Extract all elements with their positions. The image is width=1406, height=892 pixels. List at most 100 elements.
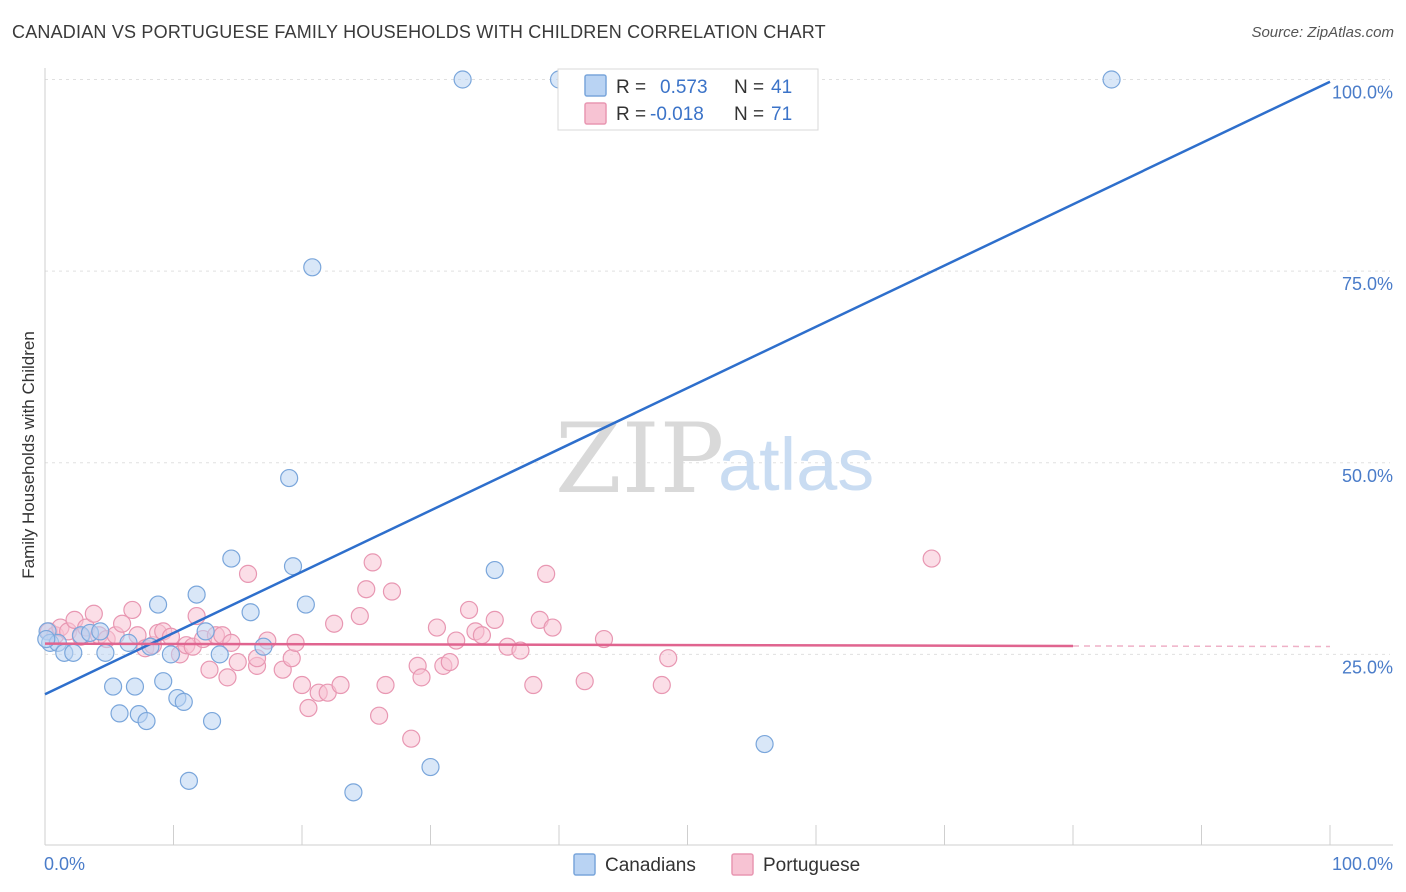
canadian-point <box>174 692 193 711</box>
series-legend: Canadians Portuguese <box>573 853 860 876</box>
canadian-point <box>421 757 440 777</box>
portuguese-point <box>459 600 479 620</box>
portuguese-point <box>382 582 402 601</box>
canadian-point <box>148 595 168 614</box>
canadian-point <box>755 734 774 754</box>
portuguese-point <box>218 668 237 687</box>
canadian-point <box>125 677 145 696</box>
y-tick-label: 100.0% <box>1332 83 1393 103</box>
canadian-point <box>196 622 215 641</box>
watermark-atlas: atlas <box>718 423 874 506</box>
portuguese-point <box>447 631 466 650</box>
portuguese-trend-extension <box>1072 645 1331 648</box>
watermark: ZIP atlas <box>555 403 874 515</box>
portuguese-point <box>543 618 562 637</box>
portuguese-point <box>112 614 132 633</box>
legend-r-label-canadians: R = <box>616 77 646 98</box>
portuguese-point <box>84 604 103 623</box>
portuguese-point <box>292 675 312 695</box>
canadian-point <box>110 704 129 723</box>
canadian-point <box>179 771 199 790</box>
portuguese-point <box>537 564 556 583</box>
y-tick-label: 25.0% <box>1342 657 1393 677</box>
portuguese-point <box>370 706 389 725</box>
legend-r-label-portuguese: R = <box>616 104 646 125</box>
scatter-points <box>37 70 1121 802</box>
chart-source: Source: ZipAtlas.com <box>1251 24 1394 41</box>
canadian-point <box>280 468 299 488</box>
canadian-point <box>241 603 260 622</box>
portuguese-point <box>350 606 369 626</box>
bottom-legend-label-portuguese: Portuguese <box>763 855 860 876</box>
portuguese-point <box>123 600 142 620</box>
bottom-legend-label-canadians: Canadians <box>605 855 696 876</box>
portuguese-point <box>363 553 382 572</box>
portuguese-point <box>575 672 594 691</box>
canadian-point <box>37 629 56 649</box>
legend-swatch-canadians <box>584 74 607 97</box>
canadian-point <box>344 783 363 802</box>
canadian-point <box>91 622 110 641</box>
x-tick-label: 100.0% <box>1332 854 1393 874</box>
portuguese-point <box>282 649 301 668</box>
legend-n-label-portuguese: N = <box>734 104 764 125</box>
canadian-point <box>210 645 229 664</box>
portuguese-point <box>922 549 941 568</box>
legend-r-value-canadians: 0.573 <box>660 77 708 98</box>
legend-n-label-canadians: N = <box>734 77 764 98</box>
portuguese-point <box>238 564 258 583</box>
canadian-trend-line <box>44 80 1331 696</box>
watermark-zip: ZIP <box>555 403 724 515</box>
canadian-point <box>1102 70 1121 89</box>
portuguese-point <box>325 614 344 633</box>
portuguese-point <box>357 580 376 599</box>
portuguese-point <box>440 652 459 672</box>
portuguese-point <box>200 660 219 679</box>
canadian-point <box>104 677 123 696</box>
gridlines <box>45 79 1390 655</box>
trend-lines <box>44 80 1331 696</box>
y-tick-label: 75.0% <box>1342 274 1393 294</box>
canadian-point <box>485 560 504 580</box>
portuguese-point <box>228 652 247 672</box>
canadian-point <box>222 549 241 568</box>
portuguese-point <box>659 649 678 668</box>
canadian-point <box>296 595 315 614</box>
canadian-point <box>453 70 472 89</box>
portuguese-point <box>412 668 431 687</box>
canadian-point <box>161 645 181 664</box>
portuguese-point <box>427 618 447 637</box>
canadian-point <box>137 711 156 731</box>
legend-swatch-portuguese <box>584 102 607 125</box>
portuguese-point <box>472 626 491 645</box>
bottom-legend-swatch-portuguese <box>731 853 754 876</box>
portuguese-point <box>376 675 395 695</box>
portuguese-trend-line <box>44 642 1074 648</box>
canadian-point <box>187 585 206 604</box>
portuguese-point <box>594 629 614 649</box>
portuguese-point <box>485 610 504 629</box>
portuguese-point <box>511 641 530 660</box>
legend-r-value-portuguese: -0.018 <box>650 104 704 125</box>
correlation-legend: R = 0.573 N = 41 R = -0.018 N = 71 <box>557 68 819 131</box>
legend-n-value-canadians: 41 <box>771 77 792 98</box>
x-tick-label: 0.0% <box>44 854 85 874</box>
chart-title: CANADIAN VS PORTUGUESE FAMILY HOUSEHOLDS… <box>12 22 826 42</box>
legend-n-value-portuguese: 71 <box>771 104 792 125</box>
canadian-point <box>154 672 173 691</box>
portuguese-point <box>524 675 543 695</box>
axes: 25.0% 50.0% 75.0% 100.0% 0.0% 100.0% <box>44 68 1393 874</box>
portuguese-point <box>402 729 421 748</box>
canadian-point <box>96 643 115 662</box>
portuguese-point <box>299 698 318 718</box>
canadian-point <box>202 711 222 731</box>
canadian-point <box>303 258 322 277</box>
bottom-legend-swatch-canadians <box>573 853 596 876</box>
canadian-point <box>64 643 83 662</box>
portuguese-point <box>652 675 671 695</box>
y-tick-label: 50.0% <box>1342 466 1393 486</box>
canadian-point <box>254 637 273 656</box>
portuguese-point <box>286 633 305 652</box>
y-axis-label: Family Households with Children <box>19 331 38 579</box>
